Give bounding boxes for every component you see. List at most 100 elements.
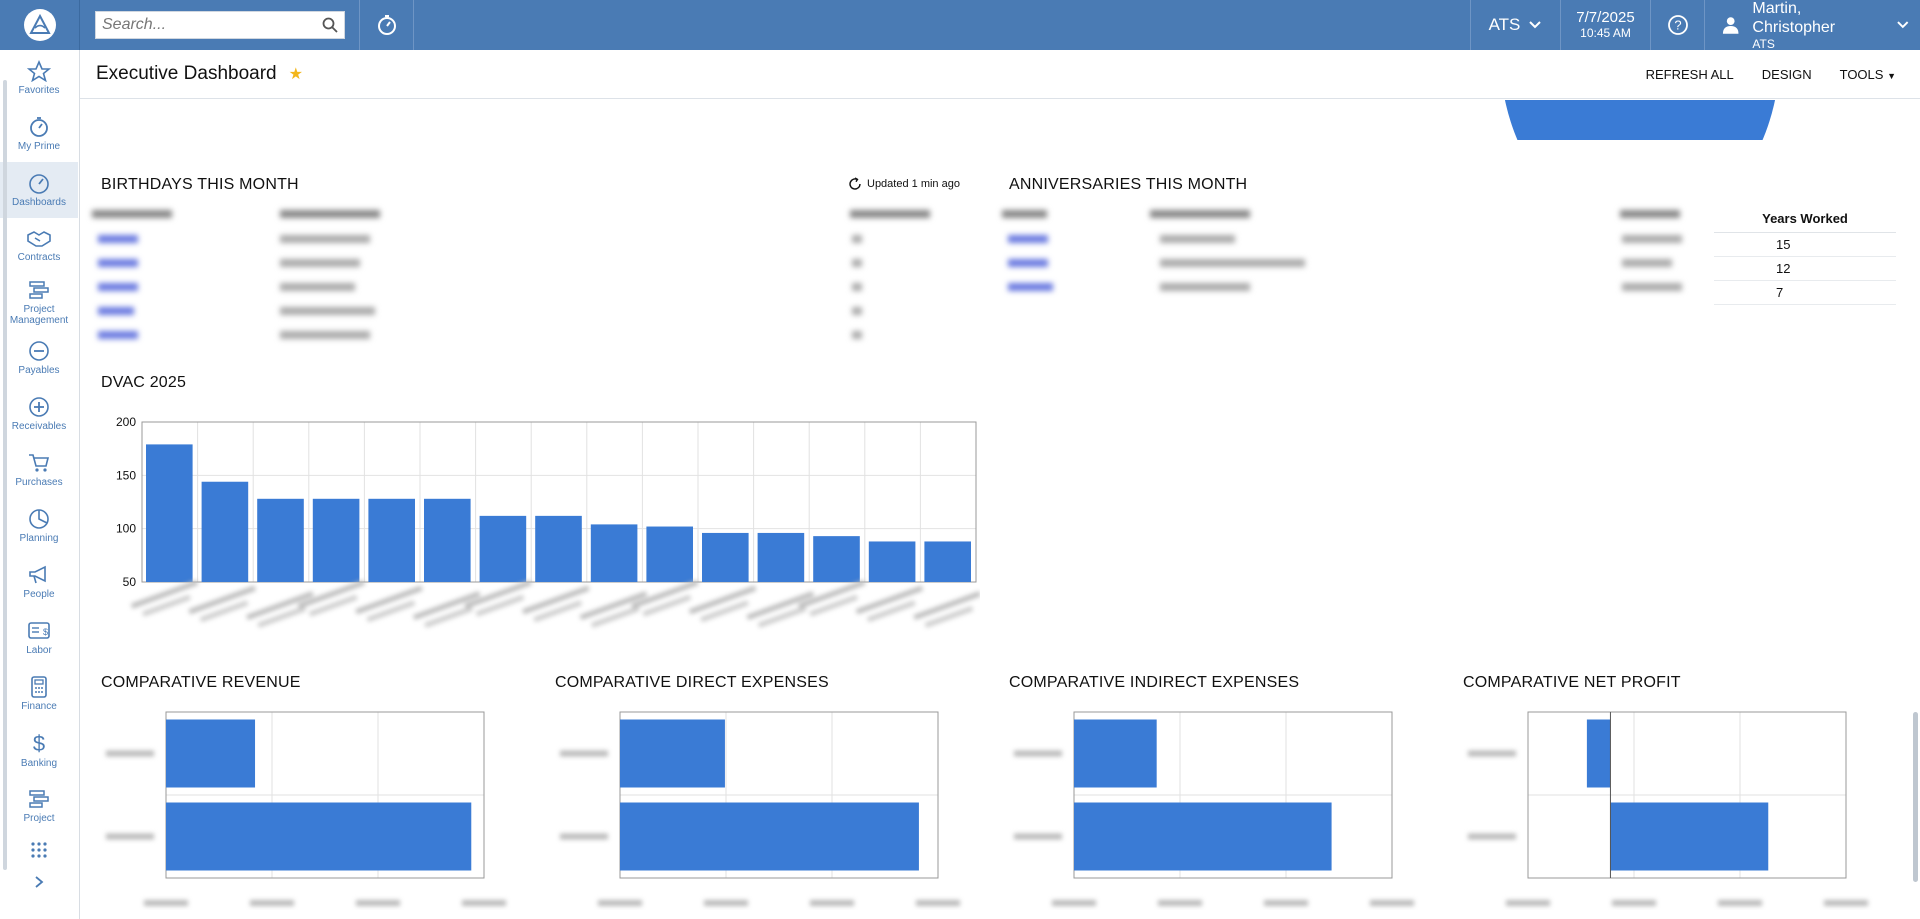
x-tick-label [866, 600, 916, 623]
years-worked-value: 7 [1714, 280, 1896, 305]
sidebar-item-label: My Prime [17, 141, 61, 152]
revenue-title: COMPARATIVE REVENUE [101, 674, 301, 691]
x-tick-label [809, 594, 859, 617]
sidebar-item-label: People [23, 589, 55, 600]
search-area [80, 0, 360, 50]
gantt-icon [29, 790, 49, 808]
minus-circle-icon [29, 341, 49, 361]
sidebar-item-label: Contracts [17, 252, 61, 263]
cart-icon [29, 454, 50, 472]
years-worked-value: 12 [1714, 256, 1896, 281]
search-icon[interactable] [322, 17, 338, 33]
pie-chart-remnant [80, 100, 1920, 140]
sidebar-item-receivables[interactable]: Receivables [0, 386, 78, 442]
sidebar-item-payables[interactable]: Payables [0, 330, 78, 386]
refresh-all-button[interactable]: REFRESH ALL [1645, 66, 1734, 82]
chevron-down-icon [1529, 21, 1542, 29]
search-input[interactable] [102, 16, 322, 34]
sidebar-item-finance[interactable]: Finance [0, 666, 78, 722]
sidebar-item-labor[interactable]: $ Labor [0, 610, 78, 666]
handshake-icon [27, 231, 51, 247]
design-button[interactable]: DESIGN [1761, 66, 1812, 82]
x-tick-label [522, 585, 590, 615]
tools-menu[interactable]: TOOLS ▼ [1840, 67, 1896, 82]
x-tick-label [579, 591, 648, 620]
sidebar-item-my-prime[interactable]: My Prime [0, 106, 78, 162]
axis-labels-blurred [1014, 750, 1414, 906]
sidebar-item-purchases[interactable]: Purchases [0, 442, 78, 498]
bar [424, 498, 471, 582]
sidebar-item-label: Labor [26, 645, 52, 656]
sidebar-item-people[interactable]: People [0, 554, 78, 610]
caret-down-icon: ▼ [1887, 70, 1896, 81]
user-menu[interactable]: Martin, Christopher ATS [1704, 0, 1920, 51]
help-button[interactable]: ? [1650, 0, 1704, 50]
date-time-display[interactable]: 7/7/2025 10:45 AM [1560, 0, 1650, 50]
x-tick-label [757, 605, 807, 628]
x-tick-label [810, 900, 854, 906]
y-tick-label: 200 [116, 415, 136, 429]
refresh-icon [849, 177, 861, 190]
bar [620, 802, 919, 871]
sidebar-item-project-management[interactable]: Project Management [0, 274, 78, 330]
y-tick-label [1468, 833, 1516, 840]
chevron-right-icon [35, 875, 44, 888]
sidebar-more-apps[interactable] [0, 834, 78, 868]
sidebar-item-label: Favorites [18, 85, 60, 96]
years-worked-header: Years Worked [1714, 206, 1896, 233]
chevron-down-icon [1897, 21, 1909, 29]
user-name: Martin, Christopher [1752, 0, 1836, 36]
sidebar-item-label: Payables [18, 365, 60, 376]
bar [201, 481, 249, 582]
y-tick-label: 100 [116, 522, 136, 536]
anniversaries-table-blurred [1002, 210, 1682, 291]
pie-chart-icon [29, 509, 49, 529]
x-tick-label [700, 600, 749, 623]
bar [368, 498, 415, 582]
pie-slice [1500, 100, 1780, 140]
sidebar-expand-button[interactable] [0, 868, 78, 898]
blur-rows [98, 235, 862, 339]
revenue-bar-chart [106, 711, 506, 906]
x-tick-label [631, 579, 699, 609]
axis-labels-blurred [106, 750, 506, 906]
blur-header [850, 210, 930, 218]
x-tick-label [366, 600, 416, 623]
x-tick-label [250, 900, 294, 906]
plot-frame [165, 711, 485, 879]
y-tick-label [106, 833, 154, 840]
sidebar-item-dashboards[interactable]: Dashboards [0, 162, 78, 218]
company-selector[interactable]: ATS [1470, 0, 1560, 50]
app-logo[interactable] [0, 0, 80, 50]
sidebar-scrollbar[interactable] [3, 80, 7, 870]
x-tick-label [308, 594, 358, 617]
bar [868, 541, 916, 582]
bar [166, 719, 256, 788]
x-tick-label [1264, 900, 1308, 906]
sidebar-item-favorites[interactable]: Favorites [0, 50, 78, 106]
x-tick-label [144, 900, 188, 906]
svg-text:?: ? [1674, 18, 1681, 33]
sidebar-item-project[interactable]: Project [0, 778, 78, 834]
sidebar-item-planning[interactable]: Planning [0, 498, 78, 554]
updated-indicator[interactable]: Updated 1 min ago [848, 177, 960, 191]
birthdays-table-blurred [92, 210, 930, 339]
timer-button[interactable] [360, 0, 414, 50]
favorite-star-icon[interactable]: ★ [288, 66, 303, 83]
star-icon [27, 60, 51, 82]
x-tick-labels-blurred [130, 579, 980, 628]
updated-text: Updated 1 min ago [867, 178, 960, 190]
x-tick-label [355, 585, 423, 615]
sidebar-item-banking[interactable]: $ Banking [0, 722, 78, 778]
x-tick-label [130, 579, 199, 609]
current-time: 10:45 AM [1580, 25, 1631, 40]
sidebar-item-contracts[interactable]: Contracts [0, 218, 78, 274]
x-tick-label [462, 900, 506, 906]
dvac-bar-chart: 50 100 150 200 [116, 415, 980, 628]
x-tick-label [1370, 900, 1414, 906]
bar [757, 532, 805, 582]
x-tick-label [913, 591, 980, 620]
x-tick-label [297, 579, 366, 609]
x-tick-label [533, 600, 583, 623]
content-scrollbar[interactable] [1913, 712, 1918, 882]
